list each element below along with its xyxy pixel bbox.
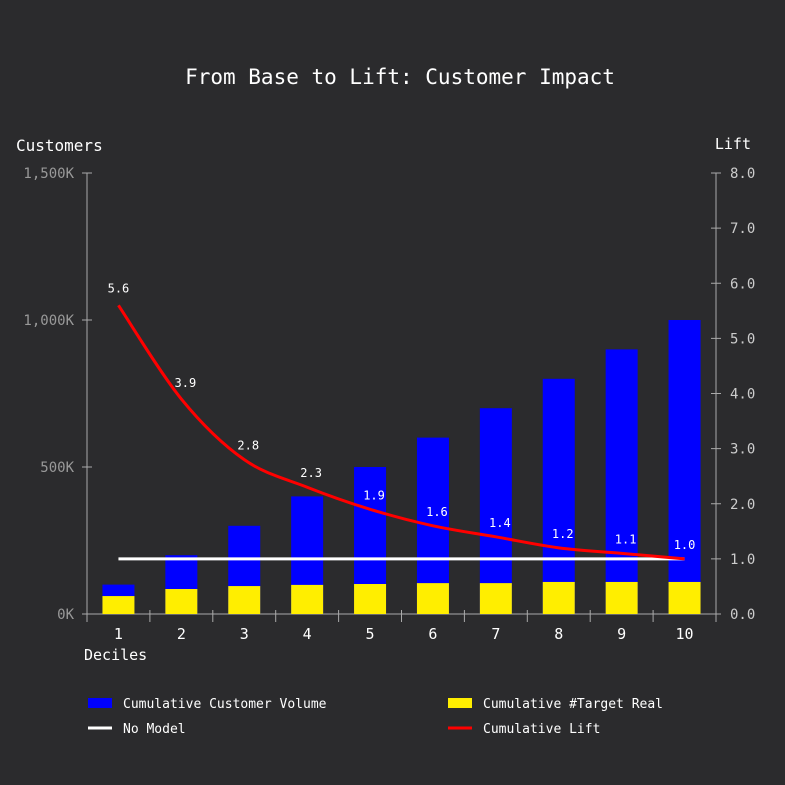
- x-tick-label: 1: [114, 625, 123, 643]
- x-tick-label: 5: [366, 625, 375, 643]
- bar-customer-volume: [479, 408, 512, 614]
- legend-label: Cumulative Lift: [483, 722, 600, 737]
- legend-label: Cumulative Customer Volume: [123, 697, 327, 712]
- lift-data-label: 1.9: [363, 488, 385, 502]
- bar-target-real: [102, 596, 135, 614]
- y2-tick-label: 6.0: [730, 276, 755, 292]
- lift-data-label: 2.3: [300, 466, 322, 480]
- y2-tick-label: 3.0: [730, 442, 755, 458]
- lift-data-label: 5.6: [108, 281, 130, 295]
- y-tick-label: 500K: [40, 460, 74, 476]
- legend-swatch: [448, 698, 472, 708]
- bar-target-real: [228, 586, 261, 614]
- bar-target-real: [542, 581, 575, 614]
- y2-tick-label: 5.0: [730, 331, 755, 347]
- legend-label: Cumulative #Target Real: [483, 697, 663, 712]
- y-tick-label: 0K: [57, 607, 74, 623]
- y-axis-label: Customers: [16, 136, 103, 155]
- bar-customer-volume: [605, 349, 638, 614]
- x-axis-label: Deciles: [84, 646, 147, 664]
- y2-tick-label: 2.0: [730, 497, 755, 513]
- x-tick-label: 10: [676, 625, 694, 643]
- bar-target-real: [291, 584, 324, 614]
- x-tick-label: 9: [617, 625, 626, 643]
- x-tick-label: 8: [554, 625, 563, 643]
- lift-data-label: 1.6: [426, 505, 448, 519]
- lift-data-label: 2.8: [237, 439, 259, 453]
- x-tick-label: 3: [240, 625, 249, 643]
- x-tick-label: 6: [428, 625, 437, 643]
- legend-swatch: [88, 698, 112, 708]
- legend-label: No Model: [123, 722, 186, 737]
- y2-tick-label: 1.0: [730, 552, 755, 568]
- chart-title: From Base to Lift: Customer Impact: [185, 65, 615, 89]
- lift-data-label: 1.2: [552, 527, 574, 541]
- bar-target-real: [605, 581, 638, 614]
- y2-tick-label: 8.0: [730, 166, 755, 182]
- cumulative-lift-line: [117, 304, 685, 561]
- bar-target-real: [479, 583, 512, 614]
- y-tick-label: 1,000K: [23, 313, 74, 329]
- lift-data-label: 1.0: [674, 538, 696, 552]
- y2-tick-label: 0.0: [730, 607, 755, 623]
- bar-customer-volume: [542, 378, 575, 614]
- x-tick-label: 7: [491, 625, 500, 643]
- y2-tick-label: 7.0: [730, 221, 755, 237]
- bar-customer-volume: [668, 320, 701, 614]
- y2-tick-label: 4.0: [730, 387, 755, 403]
- x-tick-label: 4: [303, 625, 312, 643]
- lift-data-label: 1.1: [615, 532, 637, 546]
- bar-target-real: [416, 583, 449, 614]
- x-tick-label: 2: [177, 625, 186, 643]
- bar-target-real: [354, 584, 387, 614]
- lift-data-label: 3.9: [175, 376, 197, 390]
- y2-axis-label: Lift: [715, 135, 751, 153]
- bar-target-real: [668, 581, 701, 614]
- lift-data-label: 1.4: [489, 516, 511, 530]
- y-tick-label: 1,500K: [23, 166, 74, 182]
- bar-target-real: [165, 589, 198, 614]
